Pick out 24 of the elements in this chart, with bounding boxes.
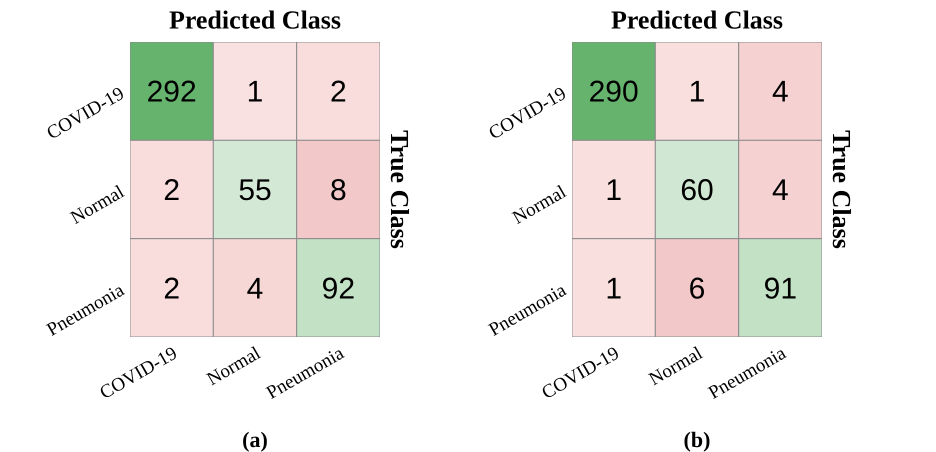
data-label: 91 [764, 272, 798, 306]
text: (b) [684, 427, 710, 452]
data-label: 1 [605, 174, 622, 207]
data-label: 290 [588, 76, 639, 109]
data-label: 292 [146, 76, 197, 109]
data-label: 60 [680, 174, 714, 207]
data-label: 4 [772, 76, 789, 109]
x-axis-title: Predicted Class [168, 5, 342, 34]
y-axis-title: True Class [826, 130, 856, 249]
data-label: 8 [330, 174, 347, 207]
data-label: 2 [163, 174, 180, 207]
data-label: 92 [322, 272, 356, 306]
data-label: 1 [246, 76, 264, 109]
data-label: 2 [163, 272, 180, 306]
data-label: 4 [246, 272, 264, 306]
y-axis-title: True Class [384, 130, 414, 249]
data-label: 1 [688, 76, 706, 109]
data-label: 55 [238, 174, 272, 207]
data-label: 6 [688, 272, 706, 306]
text: (a) [242, 427, 268, 452]
data-label: 2 [330, 76, 347, 109]
data-label: 1 [605, 272, 622, 306]
data-label: 4 [772, 174, 789, 207]
x-axis-title: Predicted Class [610, 5, 784, 34]
